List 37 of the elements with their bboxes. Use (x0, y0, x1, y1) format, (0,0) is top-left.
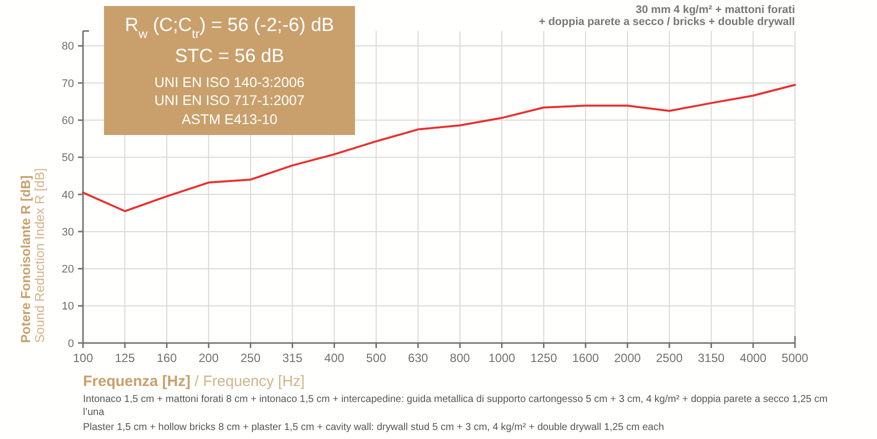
y-axis-title: Potere Fonoisolante R [dB] Sound Reduction Index R [dB] (18, 168, 47, 343)
x-tick-label: 2000 (614, 351, 642, 365)
x-tick-label: 1250 (530, 351, 558, 365)
y-tick-label: 30 (62, 226, 74, 238)
y-tick-label: 0 (68, 338, 74, 350)
annotation: R$_{w}$ (C;C$_{tr}$) = 56 (-2;-6) dB (124, 15, 334, 41)
y-tick-label: 80 (62, 40, 74, 53)
annotation: UNI EN ISO 717-1:2007 (154, 92, 305, 108)
chart-title: 30 mm 4 kg/m² + mattoni forati + doppia parete a secco / bricks + double drywall (538, 4, 795, 28)
annotation: STC = 56 dB (174, 46, 284, 67)
annotation: UNI EN ISO 140-3:2006 (154, 74, 305, 90)
x-tick-label: 4000 (740, 351, 767, 365)
x-tick-label: 3150 (698, 351, 725, 365)
y-tick-label: 20 (62, 264, 74, 276)
x-tick-label: 2500 (656, 351, 684, 365)
x-tick-label: 200 (198, 351, 219, 365)
y-tick-label: 60 (62, 114, 74, 127)
y-tick-label: 10 (62, 300, 74, 313)
text: Plaster 1,5 cm + hollow bricks 8 cm + plaster 1,5 cm + cavity wall: drywall stud 5 cm + 3 cm, 4 kg/m² + double drywall 1,25 cm each (83, 422, 664, 433)
text: Intonaco 1,5 cm + mattoni forati 8 cm + intonaco 1,5 cm + intercapedine: guida metallica di supporto cartongesso 5 cm + 3 cm, 4 kg/m² + doppia parete a secco 1,25 cm l’una (83, 394, 828, 418)
x-tick-label: 500 (366, 351, 387, 365)
x-tick-label: 160 (156, 351, 178, 365)
x-axis-title: Frequenza [Hz] / Frequency [Hz] (83, 373, 305, 390)
x-tick-label: 1600 (572, 351, 600, 365)
y-tick-label: 70 (62, 78, 74, 90)
x-tick-label: 630 (408, 351, 428, 365)
annotation: ASTM E413-10 (182, 111, 278, 127)
x-tick-label: 400 (324, 351, 345, 365)
y-tick-label: 40 (62, 189, 74, 202)
x-tick-label: 315 (282, 351, 303, 365)
x-tick-label: 125 (114, 351, 136, 365)
x-tick-label: 1000 (488, 351, 516, 365)
x-tick-label: 100 (72, 351, 94, 365)
x-tick-label: 800 (450, 351, 470, 365)
y-tick-label: 50 (62, 152, 74, 164)
x-tick-label: 5000 (782, 351, 809, 365)
x-tick-label: 250 (240, 351, 261, 365)
